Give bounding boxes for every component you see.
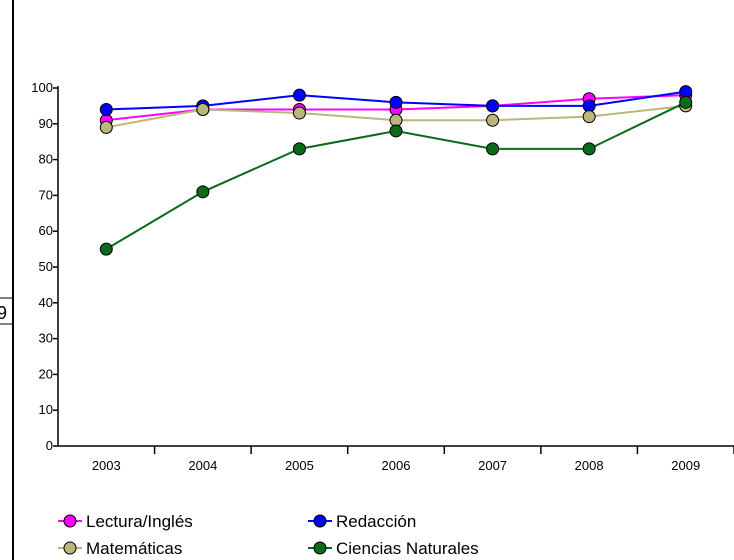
data-point	[292, 106, 306, 120]
data-point	[196, 102, 210, 116]
x-tick-label: 2008	[575, 458, 604, 473]
legend-swatch-marker	[63, 541, 77, 555]
data-point	[389, 124, 403, 138]
y-tick-label: 20	[39, 366, 53, 381]
x-tick-label: 2007	[478, 458, 507, 473]
y-tick-label: 70	[39, 187, 53, 202]
x-tick-label: 2003	[92, 458, 121, 473]
y-tick-label: 30	[39, 331, 53, 346]
legend-label: Matemáticas	[86, 539, 182, 558]
legend-item: Lectura/Inglés	[58, 512, 193, 531]
data-point	[486, 142, 500, 156]
data-point	[99, 102, 113, 116]
data-point	[389, 95, 403, 109]
axes: 0 10 20 30 40 50 60 70 80 90 100 2003 2004 2005 2006 20…	[31, 80, 734, 473]
data-point	[292, 88, 306, 102]
y-tick-label: 100	[31, 80, 53, 95]
data-point	[486, 113, 500, 127]
legend-item: Ciencias Naturales	[308, 539, 479, 558]
data-point	[99, 242, 113, 256]
x-tick-label: 2005	[285, 458, 314, 473]
y-tick-label: 10	[39, 402, 53, 417]
data-point	[292, 142, 306, 156]
data-point	[679, 95, 693, 109]
data-point	[99, 120, 113, 134]
chart-frame	[0, 0, 14, 560]
data-point	[582, 99, 596, 113]
y-tick-label: 50	[39, 259, 53, 274]
legend-item: Matemáticas	[58, 539, 182, 558]
legend: Lectura/Inglés Redacción Matemáticas Cienci…	[58, 512, 479, 558]
legend-swatch-marker	[63, 514, 77, 528]
side-label: 9	[0, 303, 7, 323]
series-points	[99, 85, 693, 256]
x-tick-label: 2004	[188, 458, 217, 473]
y-tick-label: 60	[39, 223, 53, 238]
y-tick-label: 40	[39, 295, 53, 310]
data-point	[389, 113, 403, 127]
legend-label: Redacción	[336, 512, 416, 531]
legend-swatch-marker	[313, 541, 327, 555]
y-tick-label: 90	[39, 116, 53, 131]
x-tick-label: 2009	[671, 458, 700, 473]
data-point	[196, 185, 210, 199]
legend-swatch-marker	[313, 514, 327, 528]
y-tick-label: 80	[39, 152, 53, 167]
x-tick-label: 2006	[382, 458, 411, 473]
legend-label: Lectura/Inglés	[86, 512, 193, 531]
data-point	[486, 99, 500, 113]
legend-item: Redacción	[308, 512, 416, 531]
data-point	[582, 142, 596, 156]
data-point	[582, 110, 596, 124]
data-point	[679, 85, 693, 99]
y-tick-label: 0	[46, 438, 53, 453]
legend-label: Ciencias Naturales	[336, 539, 479, 558]
